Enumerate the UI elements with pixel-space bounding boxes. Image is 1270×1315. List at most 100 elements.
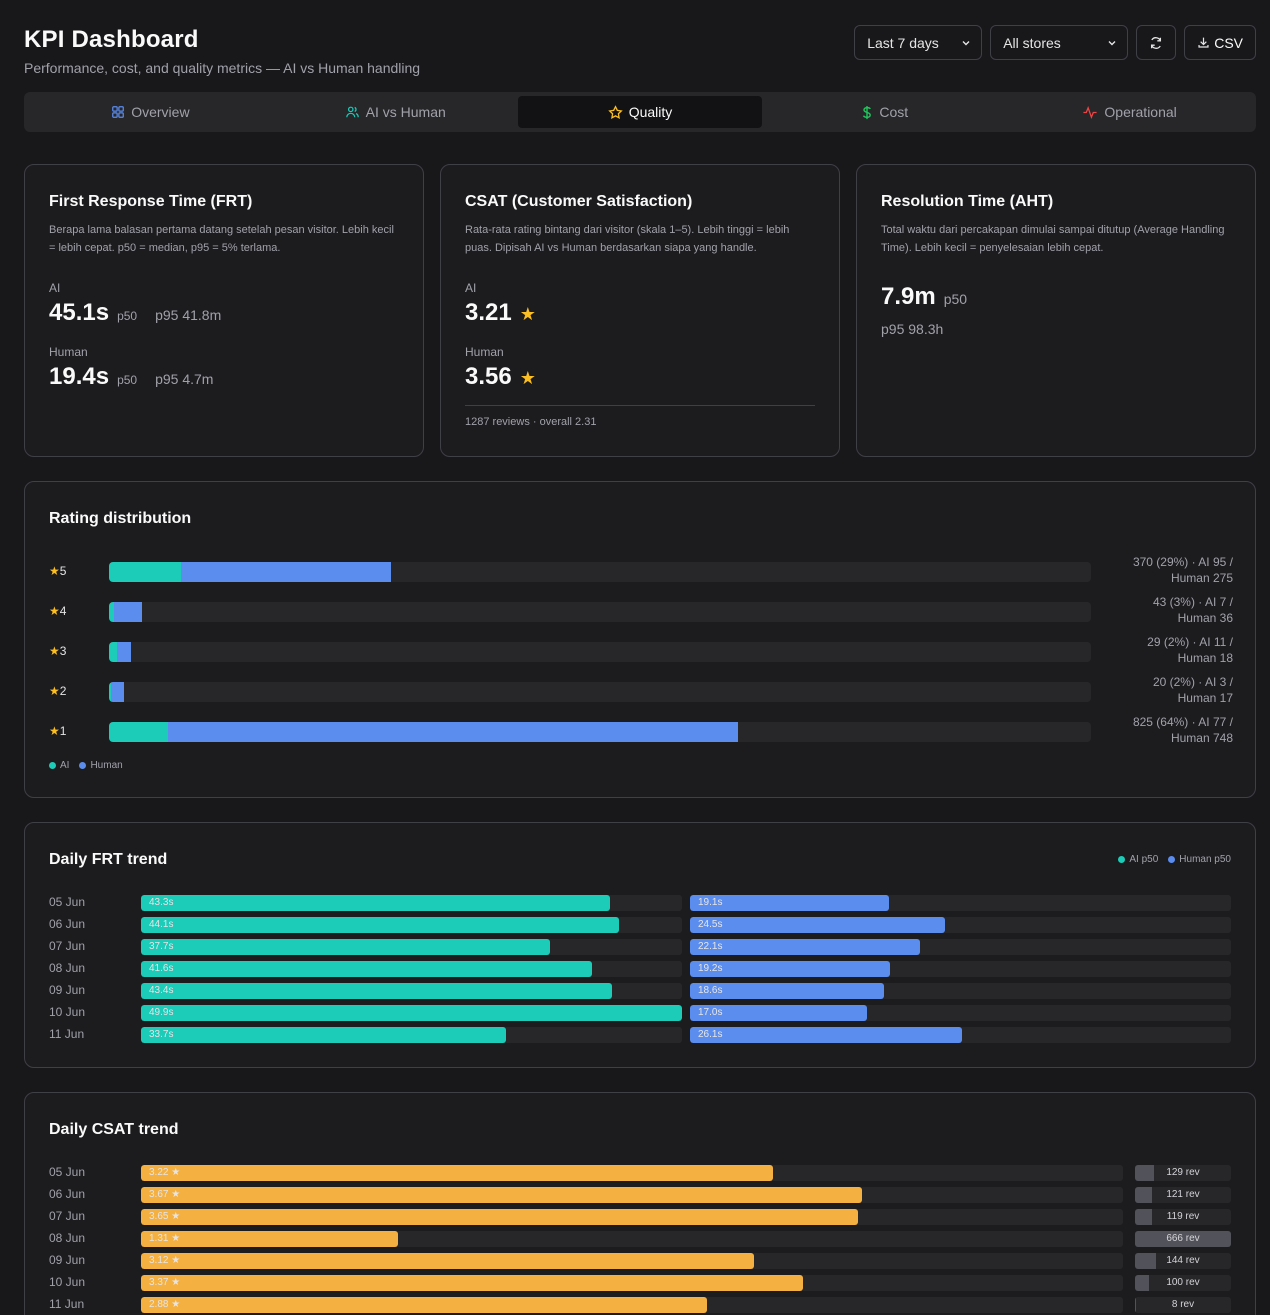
users-icon (345, 106, 359, 118)
star-icon: ★ (49, 724, 60, 738)
reviews-bar (1135, 1231, 1231, 1247)
rating-meta: 825 (64%) · AI 77 / Human 748 (1103, 714, 1233, 746)
frt-trend-row: 09 Jun 43.4s 18.6s (49, 983, 1231, 999)
rating-bar-human (117, 642, 132, 662)
activity-icon (1083, 105, 1097, 119)
frt-ai-track: 33.7s (141, 1027, 682, 1043)
store-select-value: All stores (1003, 34, 1061, 51)
reviews-count: 8 rev (1171, 1299, 1195, 1310)
trend-date: 07 Jun (49, 939, 86, 953)
legend-dot (79, 761, 87, 769)
refresh-icon (1151, 36, 1162, 49)
rating-bar-ai (109, 682, 112, 702)
csat-human-row: 3.56 ★ (465, 363, 815, 391)
frt-ai-bar (141, 1027, 507, 1043)
rating-bar-track (109, 682, 1091, 702)
tab-label: Operational (1104, 104, 1177, 120)
csat-bar (141, 1209, 858, 1225)
tab-label: Quality (628, 104, 673, 120)
tab-label: Overview (131, 104, 190, 120)
frt-ai-value: 33.7s (149, 1029, 174, 1040)
csat-trend-row: 10 Jun 3.37 ★ 100 rev (49, 1275, 1231, 1291)
csat-track: 3.22 ★ (141, 1165, 1123, 1181)
legend-human: Human p50 (1168, 854, 1231, 865)
frt-human-bar (690, 939, 920, 955)
period-select[interactable]: Last 7 days (854, 25, 983, 60)
csat-track: 3.67 ★ (141, 1187, 1123, 1203)
frt-human-value: 22.1s (698, 941, 723, 952)
page-title: KPI Dashboard (24, 26, 199, 53)
store-select[interactable]: All stores (990, 25, 1129, 60)
star-icon: ★ (49, 644, 60, 658)
csat-track: 3.12 ★ (141, 1253, 1123, 1269)
tab-operational[interactable]: Operational (1007, 96, 1252, 128)
frt-human-value: 24.5s (698, 919, 723, 930)
csat-trend-row: 06 Jun 3.67 ★ 121 rev (49, 1187, 1231, 1203)
frt-ai-p50: 45.1s (49, 299, 110, 326)
tab-overview[interactable]: Overview (28, 96, 273, 128)
rating-legend: AI Human (49, 760, 123, 771)
csat-track: 3.37 ★ (141, 1275, 1123, 1291)
frt-ai-bar (141, 983, 612, 999)
trend-date: 10 Jun (49, 1005, 86, 1019)
csat-trend-row: 11 Jun 2.88 ★ 8 rev (49, 1297, 1231, 1313)
csat-value: 3.67 ★ (149, 1189, 181, 1200)
reviews-count: 129 rev (1166, 1167, 1200, 1178)
legend-dot (1118, 855, 1126, 863)
rating-meta: 29 (2%) · AI 11 / Human 18 (1103, 634, 1233, 666)
frt-human-track: 17.0s (690, 1005, 1231, 1021)
tab-label: AI vs Human (365, 104, 446, 120)
frt-ai-bar (141, 961, 592, 977)
rating-bar-track (109, 642, 1091, 662)
rating-meta-line: Human 748 (1170, 731, 1233, 745)
tab-quality[interactable]: Quality (517, 96, 763, 128)
aht-p50-row: 7.9m p50 (881, 283, 1231, 311)
csat-trend-row: 09 Jun 3.12 ★ 144 rev (49, 1253, 1231, 1269)
frt-ai-value: 44.1s (149, 919, 174, 930)
csv-export-button[interactable]: CSV (1184, 25, 1256, 60)
frt-human-bar (690, 895, 889, 911)
trend-date: 07 Jun (49, 1209, 86, 1223)
trend-date: 06 Jun (49, 1187, 86, 1201)
trend-date: 08 Jun (49, 1231, 86, 1245)
trend-date: 09 Jun (49, 1253, 86, 1267)
frt-human-track: 19.2s (690, 961, 1231, 977)
frt-title: First Response Time (FRT) (49, 193, 253, 210)
rating-meta-line: Human 275 (1170, 571, 1233, 585)
frt-ai-bar (141, 895, 611, 911)
rating-meta-line: 43 (3%) · AI 7 / (1152, 595, 1233, 609)
reviews-bar (1135, 1187, 1153, 1203)
star-icon: ★ (519, 368, 536, 388)
csat-bar (141, 1275, 803, 1291)
reviews-bar (1135, 1209, 1153, 1225)
rating-meta-line: Human 17 (1177, 691, 1233, 705)
rating-distribution-title: Rating distribution (49, 510, 192, 527)
frt-human-track: 19.1s (690, 895, 1231, 911)
reviews-track: 8 rev (1135, 1297, 1231, 1313)
csat-track: 1.31 ★ (141, 1231, 1123, 1247)
frt-ai-track: 41.6s (141, 961, 682, 977)
reviews-bar (1135, 1253, 1156, 1269)
aht-title: Resolution Time (AHT) (881, 193, 1054, 210)
rating-bar-human (114, 602, 142, 622)
frt-human-value: 18.6s (698, 985, 723, 996)
page-header: KPI Dashboard Performance, cost, and qua… (24, 26, 420, 76)
frt-human-label: Human (49, 345, 88, 359)
csat-trend-row: 08 Jun 1.31 ★ 666 rev (49, 1231, 1231, 1247)
refresh-button[interactable] (1136, 25, 1177, 60)
reviews-bar (1135, 1275, 1150, 1291)
frt-trend-card: Daily FRT trend AI p50 Human p50 05 Jun 4… (24, 822, 1256, 1068)
rating-bar-track (109, 562, 1091, 582)
star-icon: ★ (49, 684, 60, 698)
reviews-count: 100 rev (1166, 1277, 1200, 1288)
rating-star-count: 1 (59, 724, 67, 738)
aht-description: Total waktu dari percakapan dimulai samp… (881, 224, 1225, 254)
csat-bar (141, 1187, 862, 1203)
legend-label: Human (90, 760, 123, 771)
csv-export-label: CSV (1214, 34, 1243, 51)
trend-date: 11 Jun (49, 1027, 85, 1041)
tab-cost[interactable]: Cost (762, 96, 1007, 128)
rating-bar-human (167, 722, 739, 742)
tab-ai-vs-human[interactable]: AI vs Human (273, 96, 518, 128)
csat-value: 3.65 ★ (149, 1211, 181, 1222)
